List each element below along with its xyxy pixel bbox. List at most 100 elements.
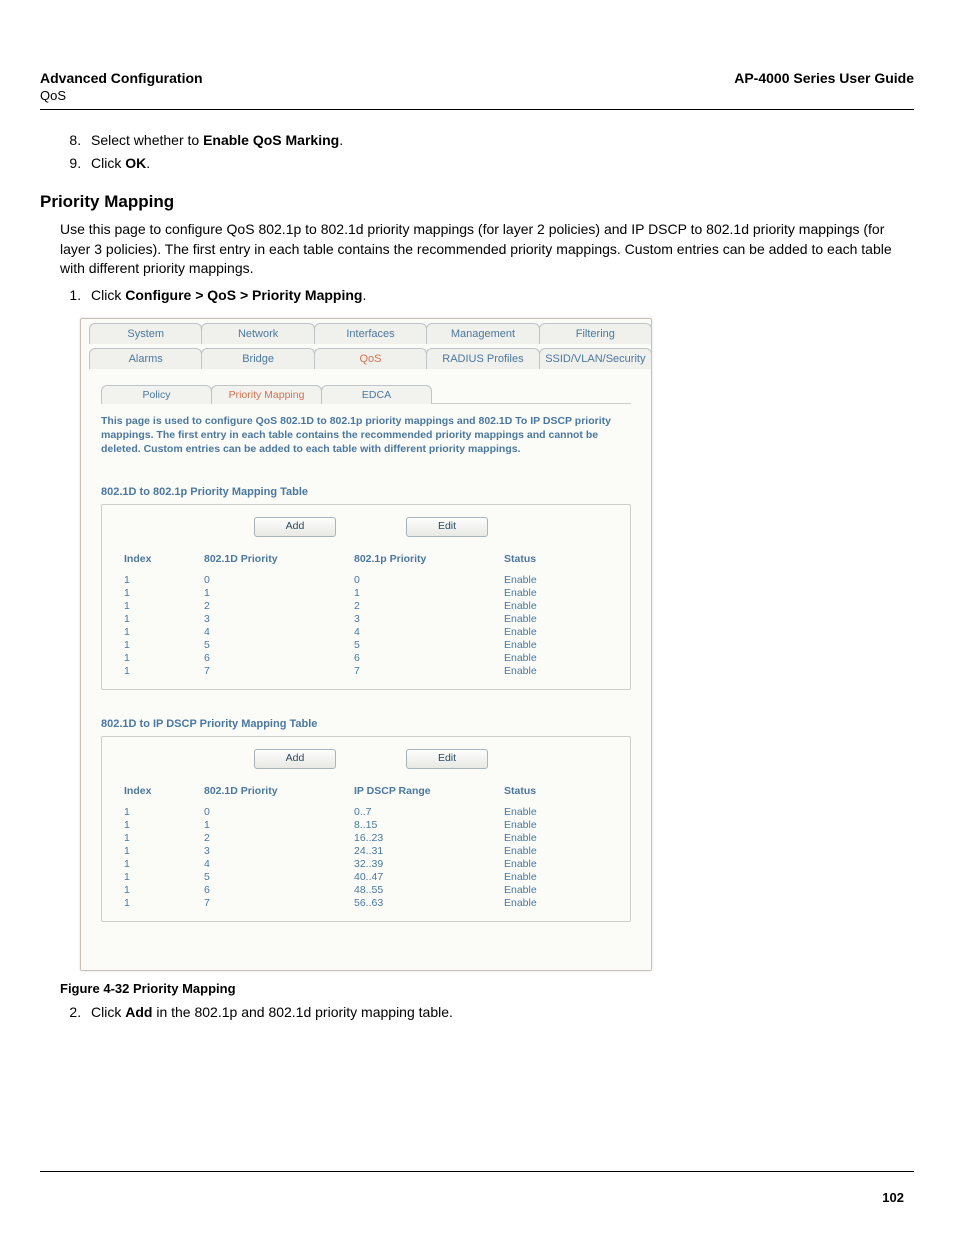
table-row: 122Enable [124, 599, 618, 612]
tab-bridge[interactable]: Bridge [201, 348, 314, 369]
table-cell: 1 [204, 586, 354, 599]
tab-alarms[interactable]: Alarms [89, 348, 202, 369]
table-cell: 4 [204, 625, 354, 638]
table1-box: Add Edit Index 802.1D Priority 802.1p Pr… [101, 504, 631, 690]
table-cell: Enable [504, 831, 618, 844]
table1: Index 802.1D Priority 802.1p Priority St… [124, 551, 618, 677]
table-row: 118..15Enable [124, 818, 618, 831]
instruction-step-8: Select whether to Enable QoS Marking. [85, 130, 914, 151]
instruction-step-1: Click Configure > QoS > Priority Mapping… [85, 285, 914, 306]
table-cell: 48..55 [354, 883, 504, 896]
table-row: 1648..55Enable [124, 883, 618, 896]
table-row: 155Enable [124, 638, 618, 651]
table-cell: 1 [124, 599, 204, 612]
table-cell: 1 [124, 870, 204, 883]
header-left-subtitle: QoS [40, 88, 914, 103]
section-intro: Use this page to configure QoS 802.1p to… [60, 220, 914, 279]
table-cell: 7 [204, 896, 354, 909]
table-cell: Enable [504, 586, 618, 599]
tab-network[interactable]: Network [201, 323, 314, 344]
table1-edit-button[interactable]: Edit [406, 517, 488, 537]
table-cell: 56..63 [354, 896, 504, 909]
tab-system[interactable]: System [89, 323, 202, 344]
header-left-title: Advanced Configuration [40, 70, 203, 86]
table-cell: 5 [204, 638, 354, 651]
table-cell: 7 [204, 664, 354, 677]
table-row: 100..7Enable [124, 805, 618, 818]
table-cell: Enable [504, 638, 618, 651]
table2-header-index: Index [124, 783, 204, 805]
table-cell: 1 [124, 857, 204, 870]
table-cell: 4 [354, 625, 504, 638]
table-cell: 16..23 [354, 831, 504, 844]
table-cell: 1 [124, 844, 204, 857]
table2-edit-button[interactable]: Edit [406, 749, 488, 769]
table-cell: Enable [504, 599, 618, 612]
table2-add-button[interactable]: Add [254, 749, 336, 769]
instruction-list-top: Select whether to Enable QoS Marking. Cl… [85, 130, 914, 174]
screenshot-description: This page is used to configure QoS 802.1… [101, 414, 631, 457]
table-cell: Enable [504, 818, 618, 831]
table-cell: Enable [504, 805, 618, 818]
table-cell: Enable [504, 625, 618, 638]
table-cell: 5 [204, 870, 354, 883]
figure-caption: Figure 4-32 Priority Mapping [60, 981, 914, 996]
table2-header-status: Status [504, 783, 618, 805]
table-cell: 1 [124, 664, 204, 677]
table-cell: 1 [124, 573, 204, 586]
tab-radius-profiles[interactable]: RADIUS Profiles [426, 348, 539, 369]
table-row: 1216..23Enable [124, 831, 618, 844]
table1-header-1d: 802.1D Priority [204, 551, 354, 573]
table-cell: 1 [124, 883, 204, 896]
tab-interfaces[interactable]: Interfaces [314, 323, 427, 344]
table-cell: Enable [504, 664, 618, 677]
table-row: 1540..47Enable [124, 870, 618, 883]
table-cell: Enable [504, 857, 618, 870]
sub-tab-policy[interactable]: Policy [101, 385, 212, 404]
table-cell: 0 [204, 805, 354, 818]
table2: Index 802.1D Priority IP DSCP Range Stat… [124, 783, 618, 909]
table1-button-row: Add Edit [124, 517, 618, 537]
table2-header-1d: 802.1D Priority [204, 783, 354, 805]
instruction-list-2: Click Add in the 802.1p and 802.1d prior… [85, 1002, 914, 1023]
table-cell: Enable [504, 844, 618, 857]
header-rule [40, 109, 914, 110]
tab-qos[interactable]: QoS [314, 348, 427, 369]
tab-ssid-vlan-security[interactable]: SSID/VLAN/Security [539, 348, 652, 369]
table-cell: 24..31 [354, 844, 504, 857]
main-tab-row-2: Alarms Bridge QoS RADIUS Profiles SSID/V… [81, 344, 651, 369]
table-row: 111Enable [124, 586, 618, 599]
table-cell: Enable [504, 896, 618, 909]
table-cell: 1 [124, 625, 204, 638]
main-tab-row-1: System Network Interfaces Management Fil… [81, 319, 651, 344]
table1-header-status: Status [504, 551, 618, 573]
table-cell: 0 [354, 573, 504, 586]
table-cell: 3 [204, 844, 354, 857]
table-cell: 1 [124, 896, 204, 909]
table-cell: 0..7 [354, 805, 504, 818]
section-heading: Priority Mapping [40, 192, 914, 212]
table-cell: 3 [354, 612, 504, 625]
table-cell: 1 [124, 638, 204, 651]
table-cell: 2 [354, 599, 504, 612]
table-cell: Enable [504, 651, 618, 664]
header-right-title: AP-4000 Series User Guide [734, 70, 914, 86]
table-row: 133Enable [124, 612, 618, 625]
tab-filtering[interactable]: Filtering [539, 323, 652, 344]
page-header: Advanced Configuration AP-4000 Series Us… [40, 70, 914, 86]
table2-title: 802.1D to IP DSCP Priority Mapping Table [101, 718, 631, 730]
table-cell: 8..15 [354, 818, 504, 831]
sub-tab-edca[interactable]: EDCA [321, 385, 432, 404]
sub-tab-priority-mapping[interactable]: Priority Mapping [211, 385, 322, 404]
table-row: 177Enable [124, 664, 618, 677]
tab-management[interactable]: Management [426, 323, 539, 344]
table-cell: 4 [204, 857, 354, 870]
table-cell: 32..39 [354, 857, 504, 870]
table1-add-button[interactable]: Add [254, 517, 336, 537]
table-cell: 2 [204, 831, 354, 844]
table-cell: 6 [204, 883, 354, 896]
table-cell: Enable [504, 612, 618, 625]
footer-rule [40, 1171, 914, 1172]
table-cell: 7 [354, 664, 504, 677]
table-cell: 6 [354, 651, 504, 664]
